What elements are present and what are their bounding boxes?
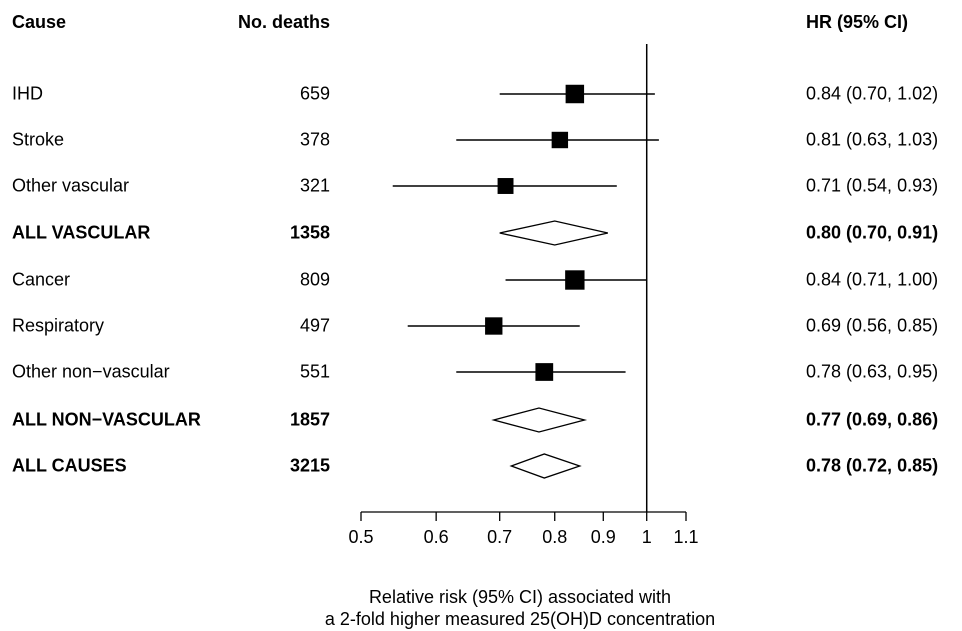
row-hr-text: 0.77 (0.69, 0.86): [806, 409, 939, 430]
point-estimate: [497, 178, 514, 194]
x-axis-label-line2: a 2-fold higher measured 25(OH)D concent…: [324, 609, 716, 629]
row-deaths-value: 551: [299, 361, 330, 382]
row-deaths-value: 378: [299, 129, 330, 150]
x-tick-label: 0.9: [591, 527, 616, 547]
row-hr-text: 0.81 (0.63, 1.03): [806, 129, 939, 150]
summary-diamond: [509, 453, 582, 479]
x-tick-label: 0.7: [487, 527, 512, 547]
point-estimate: [565, 270, 585, 290]
row-deaths-value: 3215: [289, 455, 330, 476]
row-deaths-value: 659: [299, 83, 330, 104]
row-cause-label: ALL NON−VASCULAR: [12, 409, 201, 430]
header-cause: Cause: [12, 12, 67, 32]
row-hr-text: 0.71 (0.54, 0.93): [806, 175, 939, 196]
row-deaths-value: 497: [299, 315, 330, 336]
x-tick-label: 0.5: [348, 527, 373, 547]
x-axis-label-line1: Relative risk (95% CI) associated with: [368, 587, 672, 607]
row-deaths-value: 809: [299, 269, 330, 290]
summary-diamond: [499, 220, 608, 246]
row-hr-text: 0.84 (0.70, 1.02): [806, 83, 939, 104]
row-hr-text: 0.84 (0.71, 1.00): [806, 269, 939, 290]
row-cause-label: IHD: [12, 83, 43, 104]
x-tick-label: 1: [642, 527, 652, 547]
row-hr-text: 0.78 (0.63, 0.95): [806, 361, 939, 382]
row-hr-text: 0.78 (0.72, 0.85): [806, 455, 939, 476]
summary-diamond: [491, 407, 588, 433]
row-cause-label: Respiratory: [12, 315, 105, 336]
x-tick-label: 1.1: [673, 527, 698, 547]
point-estimate: [535, 363, 554, 381]
row-deaths-value: 1857: [289, 409, 330, 430]
x-tick-label: 0.8: [542, 527, 567, 547]
row-deaths-value: 321: [299, 175, 330, 196]
row-deaths-value: 1358: [289, 222, 330, 243]
row-cause-label: Stroke: [12, 129, 65, 150]
row-cause-label: ALL VASCULAR: [12, 222, 151, 243]
header-hr: HR (95% CI): [806, 12, 909, 32]
point-estimate: [551, 131, 569, 149]
row-hr-text: 0.80 (0.70, 0.91): [806, 222, 939, 243]
point-estimate: [485, 317, 503, 335]
row-cause-label: ALL CAUSES: [12, 455, 127, 476]
x-tick-label: 0.6: [424, 527, 449, 547]
row-cause-label: Other non−vascular: [12, 361, 170, 382]
row-cause-label: Cancer: [12, 269, 71, 290]
row-hr-text: 0.69 (0.56, 0.85): [806, 315, 939, 336]
point-estimate: [565, 84, 585, 104]
header-deaths: No. deaths: [237, 12, 330, 32]
row-cause-label: Other vascular: [12, 175, 130, 196]
